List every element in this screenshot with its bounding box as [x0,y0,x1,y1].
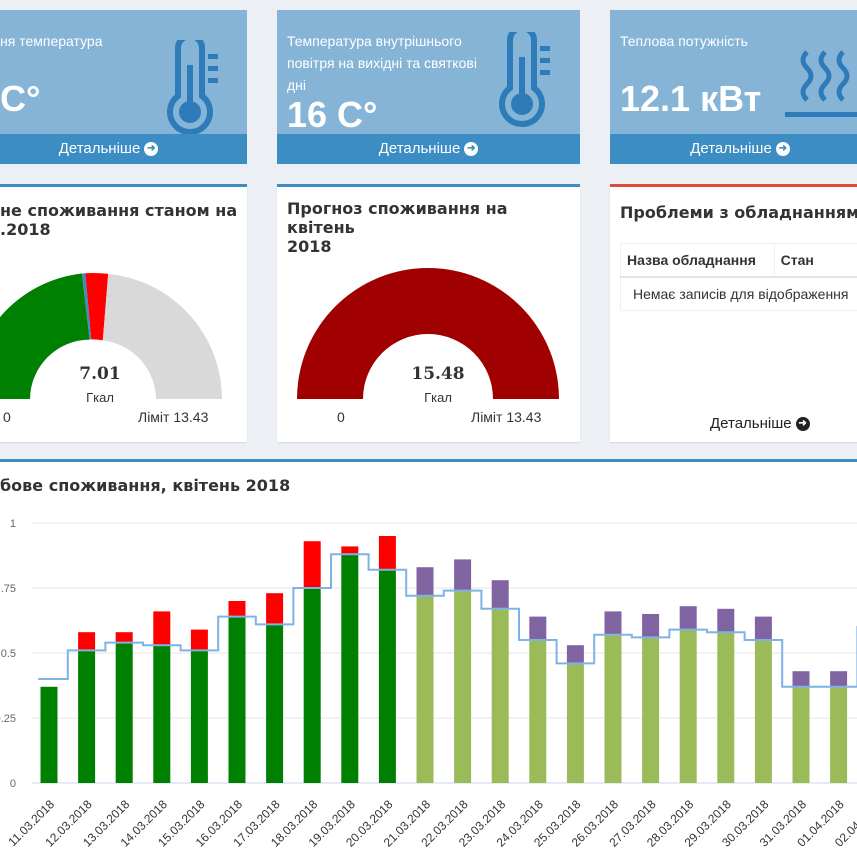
tile-heat-power-details-label: Детальніше [690,140,772,157]
table-row: Немає записів для відображення [621,277,857,311]
empty-table-message: Немає записів для відображення [621,277,857,311]
bar-overrun [191,630,208,651]
bar-base [191,650,208,783]
equipment-table: Назва обладнання Стан Немає записів для … [620,243,857,311]
bar-base [266,624,283,783]
bar-base [492,609,509,783]
daily-consumption-chart: 00.250.5.75111.03.201812.03.201813.03.20… [0,462,857,860]
tile-temperature-value: 2 C° [0,78,40,120]
tile-weekend-temperature-details-label: Детальніше [379,140,461,157]
thermometer-icon [492,32,552,132]
y-tick-label: 0 [10,778,16,790]
bar-overrun [417,567,434,596]
bar-base [567,663,584,783]
y-tick-label: 0.25 [0,713,16,725]
equipment-problems-box: Проблеми з обладнанням Назва обладнання … [610,184,857,442]
tile-heat-power-details-button[interactable]: Детальніше ➜ [610,134,857,164]
tile-temperature-label: ня температура [0,30,102,52]
tile-temperature-details-button[interactable]: Детальніше➜ [0,134,247,164]
bar-overrun [454,559,471,590]
bar-overrun [116,632,133,642]
tile-weekend-temperature: Температура внутрішнього повітря на вихі… [277,10,580,164]
bar-overrun [755,617,772,640]
bar-base [153,645,170,783]
consumption-gauge-min: 0 [3,409,11,425]
forecast-gauge-unit: Гкал [398,390,478,405]
bar-base [680,630,697,783]
thermometer-icon [160,40,220,140]
bar-overrun [78,632,95,650]
bar-overrun [304,541,321,588]
arrow-right-circle-icon: ➜ [144,142,158,156]
arrow-right-circle-icon: ➜ [776,142,790,156]
bar-base [605,635,622,783]
tile-weekend-temperature-value: 16 C° [287,94,377,136]
tile-heat-power: Теплова потужність 12.1 кВт Детальніше ➜ [610,10,857,164]
bar-overrun [492,580,509,609]
consumption-gauge-unit: Гкал [60,390,140,405]
daily-consumption-box: бове споживання, квітень 2018 00.250.5.7… [0,459,857,860]
bar-base [454,591,471,783]
bar-overrun [642,614,659,637]
equipment-details-link[interactable]: Детальніше ➜ [710,415,810,432]
bar-overrun [830,671,847,687]
bar-base [304,588,321,783]
consumption-gauge-box: не споживання станом на .2018 7.01 Гкал … [0,184,247,442]
equipment-problems-title: Проблеми з обладнанням [620,203,857,222]
bar-base [78,650,95,783]
tile-heat-power-label: Теплова потужність [620,30,748,52]
table-header-row: Назва обладнання Стан [621,244,857,278]
bar-base [341,554,358,783]
tile-weekend-temperature-details-button[interactable]: Детальніше➜ [277,134,580,164]
bar-base [116,643,133,783]
arrow-right-circle-icon: ➜ [464,142,478,156]
bar-overrun [153,611,170,645]
bar-base [41,687,58,783]
bar-overrun [605,611,622,634]
forecast-gauge-limit: Ліміт 13.43 [471,409,541,425]
bar-base [529,640,546,783]
tile-heat-power-value: 12.1 кВт [620,78,761,120]
consumption-gauge-limit: Ліміт 13.43 [138,409,208,425]
bar-base [830,687,847,783]
heat-waves-icon [785,48,857,123]
forecast-gauge-value: 15.48 [398,364,478,384]
y-tick-label: .75 [1,583,16,595]
bar-base [793,687,810,783]
bar-overrun [529,617,546,640]
bar-overrun [717,609,734,632]
bar-base [229,617,246,783]
column-header-state[interactable]: Стан [774,244,857,278]
tile-weekend-temperature-label: Температура внутрішнього повітря на вихі… [287,30,497,96]
y-tick-label: 0.5 [1,648,16,660]
tile-temperature-details-label: Детальніше [59,140,141,157]
bar-overrun [341,546,358,554]
equipment-details-label: Детальніше [710,415,792,432]
bar-overrun [266,593,283,624]
column-header-equipment-name[interactable]: Назва обладнання [621,244,775,278]
bar-base [717,632,734,783]
bar-overrun [680,606,697,629]
y-tick-label: 1 [10,518,16,530]
bar-base [755,640,772,783]
bar-overrun [567,645,584,663]
tile-temperature: ня температура 2 C° Детальніше➜ [0,10,247,164]
forecast-gauge-box: Прогноз споживання на квітень 2018 15.48… [277,184,580,442]
bar-overrun [229,601,246,617]
consumption-gauge-value: 7.01 [60,364,140,384]
bar-overrun [379,536,396,570]
bar-base [379,570,396,783]
arrow-right-circle-icon: ➜ [796,417,810,431]
bar-base [642,637,659,783]
bar-base [417,596,434,783]
forecast-gauge-min: 0 [337,409,345,425]
bar-overrun [793,671,810,687]
